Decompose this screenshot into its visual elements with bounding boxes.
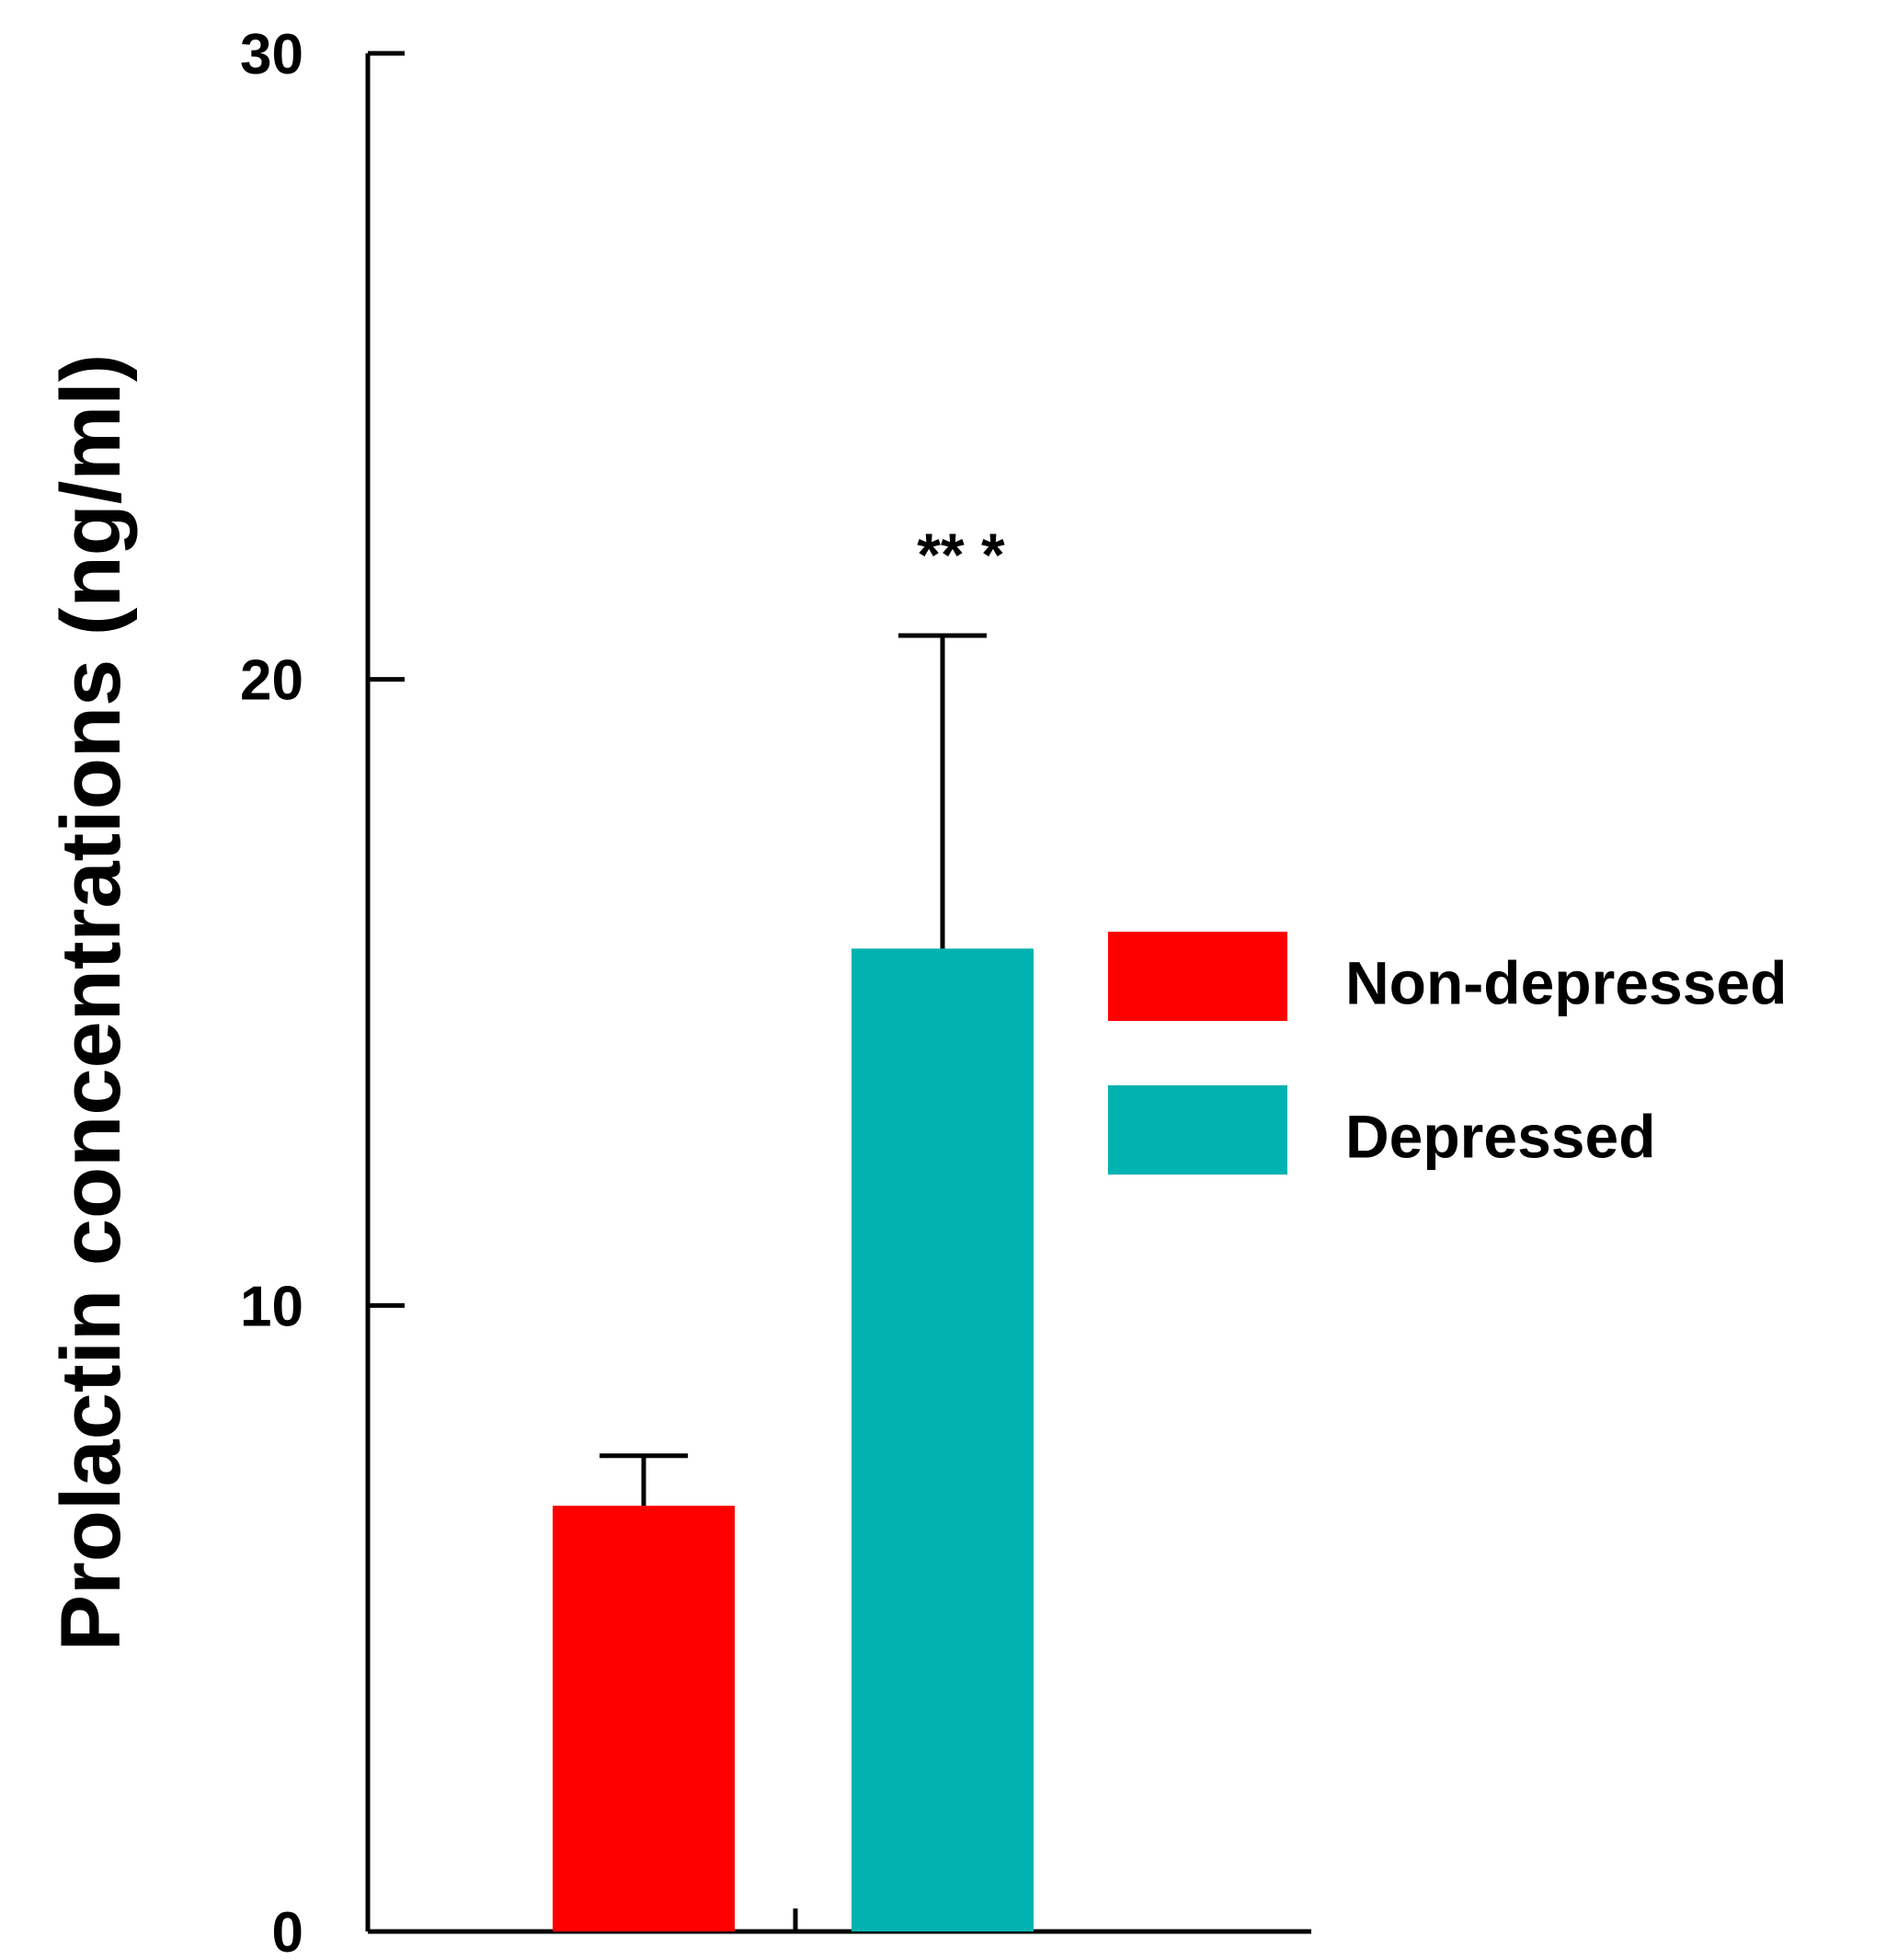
legend-swatch [1108, 1085, 1287, 1175]
y-tick-label: 30 [240, 23, 303, 86]
legend-label: Depressed [1345, 1103, 1656, 1171]
legend-swatch [1108, 932, 1287, 1021]
bar-depressed [852, 948, 1034, 1931]
significance-marker: ** * [917, 521, 1005, 589]
bars [553, 633, 1034, 1931]
legend-label: Non-depressed [1345, 949, 1787, 1017]
y-axis-title: Prolactin concentrations (ng/ml) [44, 354, 138, 1652]
y-axis-ticks: 0 10 20 30 [240, 23, 405, 1960]
y-tick-label: 10 [240, 1275, 303, 1338]
y-tick-label: 20 [240, 649, 303, 713]
y-tick-label: 0 [272, 1901, 303, 1960]
annotations: ** * [917, 521, 1005, 589]
bar-non-depressed [553, 1506, 735, 1931]
legend: Non-depressed Depressed [1108, 932, 1787, 1175]
